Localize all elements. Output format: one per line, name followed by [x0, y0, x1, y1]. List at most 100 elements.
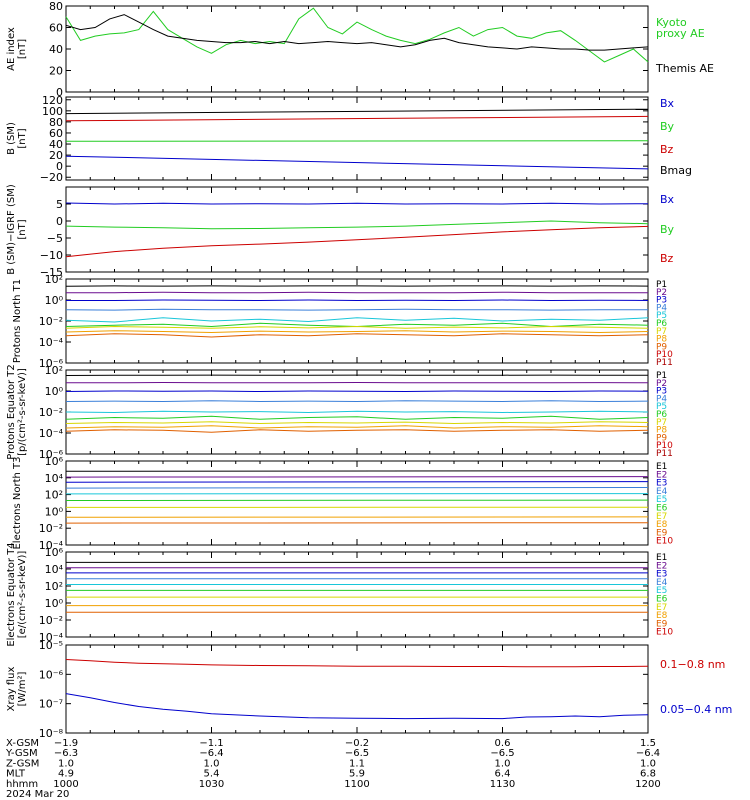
legend-label: P8: [656, 426, 667, 436]
legend-label: Bx: [660, 97, 675, 110]
panel-bsm_igrf: 5 0 −5 −10 −15 B (SM)−IGRF (SM) [nT] Bx By Bz: [6, 184, 675, 279]
legend-label: Kyoto: [656, 16, 687, 29]
legend-label: P7: [656, 418, 667, 428]
ytick-label: 10⁰: [45, 385, 64, 398]
axis-value: −6.3: [54, 748, 78, 759]
legend-label: P1: [656, 280, 667, 290]
legend-label: Themis AE: [655, 62, 714, 75]
ytick-label: 10⁴: [45, 563, 64, 576]
panel-protons_north: 10² 10⁰ 10⁻² 10⁻⁴ 10⁻⁶ Protons North T1 P1P2P3…: [12, 273, 673, 370]
legend-label: P3: [656, 387, 667, 397]
ytick-label: 10⁰: [45, 505, 64, 518]
ytick-label: 10⁶: [45, 546, 64, 559]
legend-label: P4: [656, 394, 667, 404]
legend-label: E2: [656, 561, 667, 571]
axis-value: −0.2: [345, 738, 369, 749]
legend-label: E7: [656, 603, 667, 613]
panel-frame: [65, 551, 649, 638]
ytick-label: 80: [49, 0, 63, 13]
legend-label: P9: [656, 433, 667, 443]
legend-label: P11: [656, 449, 673, 459]
axis-value: 1.0: [640, 758, 656, 769]
axis-value: 5.4: [204, 769, 220, 780]
legend-label: E8: [656, 611, 668, 621]
axis-value: 1000: [53, 779, 78, 790]
ytick-label: 40: [49, 138, 63, 151]
panel-frame: [65, 278, 649, 364]
legend-label: P7: [656, 327, 667, 337]
legend-label: proxy AE: [656, 27, 705, 40]
ylabel: [nT]: [17, 219, 28, 239]
series-line: [65, 325, 649, 329]
series-line: [65, 659, 649, 668]
ylabel: B (SM): [6, 122, 17, 155]
legend-label: E3: [656, 570, 667, 580]
axis-value: 0.6: [495, 738, 511, 749]
legend-label: E4: [656, 487, 668, 497]
axis-row-label: MLT: [6, 769, 26, 780]
ytick-label: 10⁻²: [39, 406, 63, 419]
ytick-label: 10²: [45, 364, 63, 377]
ytick-label: 10⁻²: [39, 522, 63, 535]
ylabel: Electrons Equator T4: [6, 542, 17, 646]
axis-value: 1.0: [58, 758, 74, 769]
panel-frame: [65, 460, 649, 546]
legend-label: E6: [656, 595, 668, 605]
series-line: [66, 299, 649, 302]
legend-label: P6: [656, 410, 667, 420]
ytick-label: 60: [49, 22, 63, 35]
series-line: [65, 140, 649, 142]
axis-value: 5.9: [349, 769, 365, 780]
ytick-label: 10⁶: [45, 455, 64, 468]
legend-label: E10: [656, 628, 673, 638]
panel-electrons_north: 10⁶ 10⁴ 10² 10⁰ 10⁻² 10⁻⁴ Electrons North T3 E1…: [12, 455, 673, 552]
series-line: [65, 421, 649, 425]
ytick-label: 10²: [45, 273, 63, 286]
legend-label: P3: [656, 296, 667, 306]
legend-label: P10: [656, 350, 673, 360]
ytick-label: 10⁰: [45, 597, 64, 610]
legend-label: E4: [656, 578, 668, 588]
ytick-label: 20: [49, 65, 63, 78]
panel-xray: 10⁻⁵ 10⁻⁶ 10⁻⁷ 10⁻⁸ Xray flux [W/m²] 0.1−0.8 n…: [6, 639, 732, 740]
axis-row-label: X-GSM: [6, 738, 39, 749]
ylabel: [nT]: [17, 39, 28, 59]
ylabel: Xray flux: [6, 667, 17, 712]
legend-label: P6: [656, 319, 667, 329]
series-line: [65, 476, 649, 478]
ytick-label: 10⁻⁴: [39, 539, 64, 552]
panel-protons_equator: 10² 10⁰ 10⁻² 10⁻⁴ 10⁻⁶ Protons Equator T2 [p/(…: [6, 364, 673, 461]
axis-value: 1.0: [495, 758, 511, 769]
legend-label: Bx: [660, 193, 675, 206]
panel-frame: [65, 644, 649, 734]
ytick-label: 10⁻⁷: [39, 698, 63, 711]
series-line: [65, 317, 649, 323]
axis-value: 1030: [199, 779, 224, 790]
ytick-label: 0: [56, 86, 63, 99]
axis-value: −6.4: [636, 748, 660, 759]
axis-row-label: 2024 Mar 20: [6, 789, 69, 800]
series-line: [65, 333, 649, 338]
ylabel: [nT]: [17, 128, 28, 148]
ytick-label: 10⁻⁶: [39, 668, 64, 681]
legend-label: P2: [656, 379, 667, 389]
ytick-label: 10⁻⁴: [39, 427, 64, 440]
series-line: [65, 425, 649, 429]
series-line: [65, 202, 649, 205]
ytick-label: 20: [49, 149, 63, 162]
legend-label: E10: [656, 537, 673, 547]
legend-label: E3: [656, 479, 667, 489]
axis-value: 6.4: [495, 769, 511, 780]
series-line: [65, 415, 649, 420]
legend-label: P4: [656, 303, 667, 313]
series-line: [65, 470, 649, 472]
legend-label: E1: [656, 553, 667, 563]
axis-value: 1.1: [349, 758, 365, 769]
ytick-label: 10²: [45, 580, 63, 593]
ytick-label: 10⁻⁴: [39, 631, 64, 644]
axis-value: −6.5: [345, 748, 369, 759]
ytick-label: 10⁻²: [39, 315, 63, 328]
